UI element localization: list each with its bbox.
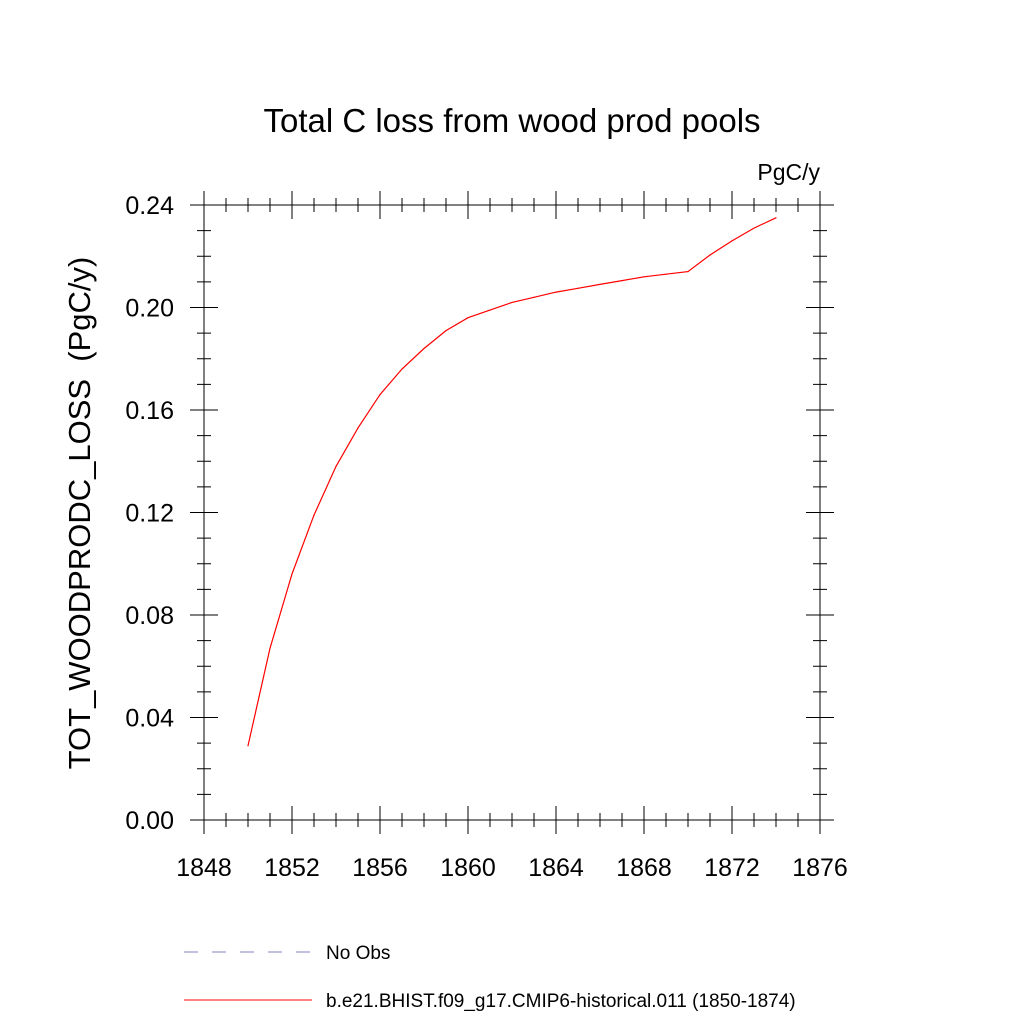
- data-point: [731, 240, 733, 242]
- y-tick-label: 0.00: [125, 807, 174, 835]
- x-tick-label: 1868: [616, 854, 672, 882]
- data-point: [709, 254, 711, 256]
- data-point: [775, 217, 777, 219]
- data-point: [401, 368, 403, 370]
- data-point: [467, 317, 469, 319]
- data-point: [247, 745, 249, 747]
- y-tick-label: 0.24: [125, 192, 174, 220]
- data-point: [379, 394, 381, 396]
- x-tick-label: 1876: [792, 854, 848, 882]
- x-tick-label: 1864: [528, 854, 584, 882]
- y-tick-label: 0.04: [125, 705, 174, 733]
- units-label: PgC/y: [757, 159, 820, 185]
- data-point: [621, 279, 623, 282]
- data-point: [511, 301, 513, 303]
- y-tick-label: 0.08: [125, 602, 174, 630]
- x-tick-label: 1872: [704, 854, 760, 882]
- y-tick-label: 0.12: [125, 500, 174, 528]
- legend-label: No Obs: [326, 943, 390, 964]
- x-tick-label: 1856: [352, 854, 408, 882]
- axes: 1848 1852 1856 1860 1864 1868 1872 1876 0.00 0.04…: [125, 191, 848, 882]
- y-tick-label: 0.16: [125, 397, 174, 425]
- data-point: [687, 271, 689, 273]
- legend-label: b.e21.BHIST.f09_g17.CMIP6-historical.011…: [326, 991, 796, 1012]
- data-point: [533, 296, 535, 298]
- y-axis-title: TOT_WOODPRODC_LOSS (PgC/y): [62, 257, 97, 770]
- data-point: [313, 514, 315, 516]
- data-point: [335, 465, 337, 467]
- chart-title: Total C loss from wood prod pools: [263, 102, 760, 139]
- plot-frame: [203, 204, 821, 821]
- legend: No Obs b.e21.BHIST.f09_g17.CMIP6-historic…: [184, 943, 796, 1012]
- data-point: [291, 573, 293, 575]
- data-point: [445, 329, 447, 332]
- data-point: [643, 276, 645, 278]
- data-point: [753, 227, 755, 229]
- series-line: [247, 217, 777, 746]
- x-tick-label: 1852: [264, 854, 320, 882]
- y-tick-label: 0.20: [125, 295, 174, 323]
- data-point: [269, 647, 271, 649]
- data-point: [489, 309, 491, 311]
- data-point: [555, 291, 557, 293]
- data-point: [423, 347, 425, 350]
- data-point: [577, 287, 579, 289]
- data-point: [599, 283, 601, 286]
- plot-area: [247, 217, 777, 747]
- x-tick-label: 1860: [440, 854, 496, 882]
- data-point: [665, 273, 667, 275]
- x-tick-label: 1848: [176, 854, 232, 882]
- data-point: [357, 427, 359, 429]
